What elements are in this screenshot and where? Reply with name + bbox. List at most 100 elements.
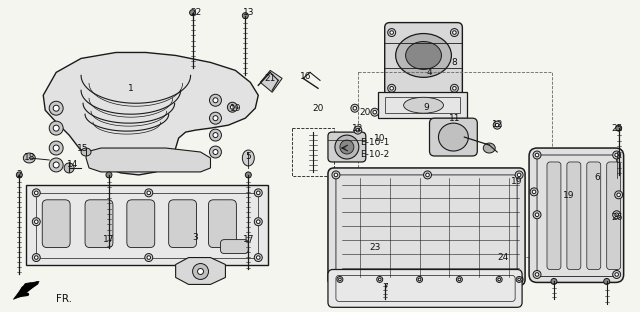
Ellipse shape bbox=[614, 191, 623, 199]
FancyBboxPatch shape bbox=[328, 132, 366, 162]
Ellipse shape bbox=[604, 278, 610, 285]
Ellipse shape bbox=[615, 213, 618, 217]
Polygon shape bbox=[44, 52, 259, 175]
Ellipse shape bbox=[551, 278, 557, 285]
FancyBboxPatch shape bbox=[529, 148, 623, 282]
Ellipse shape bbox=[243, 13, 248, 19]
Ellipse shape bbox=[209, 129, 221, 141]
Ellipse shape bbox=[35, 220, 38, 223]
Ellipse shape bbox=[334, 173, 338, 177]
Text: 20: 20 bbox=[359, 108, 371, 117]
Text: E-10-2: E-10-2 bbox=[360, 149, 389, 158]
Ellipse shape bbox=[418, 278, 421, 281]
Polygon shape bbox=[26, 185, 268, 265]
Ellipse shape bbox=[254, 254, 262, 261]
Ellipse shape bbox=[335, 135, 359, 159]
Text: 7: 7 bbox=[382, 283, 388, 292]
Text: 21: 21 bbox=[264, 74, 276, 83]
Ellipse shape bbox=[517, 278, 521, 281]
Ellipse shape bbox=[424, 171, 431, 179]
Ellipse shape bbox=[334, 278, 338, 281]
Ellipse shape bbox=[452, 86, 456, 90]
Text: 22: 22 bbox=[190, 8, 201, 17]
Ellipse shape bbox=[616, 125, 621, 131]
Text: 25: 25 bbox=[611, 124, 622, 133]
Text: 12: 12 bbox=[492, 119, 503, 129]
Ellipse shape bbox=[496, 276, 502, 282]
Text: 8: 8 bbox=[452, 58, 457, 67]
FancyBboxPatch shape bbox=[587, 162, 601, 270]
Ellipse shape bbox=[426, 278, 429, 281]
Ellipse shape bbox=[49, 141, 63, 155]
Text: 13: 13 bbox=[243, 8, 254, 17]
Ellipse shape bbox=[388, 29, 396, 37]
FancyBboxPatch shape bbox=[567, 162, 581, 270]
Ellipse shape bbox=[612, 211, 621, 219]
FancyBboxPatch shape bbox=[328, 168, 525, 285]
Ellipse shape bbox=[254, 189, 262, 197]
FancyBboxPatch shape bbox=[385, 22, 462, 97]
Ellipse shape bbox=[35, 256, 38, 259]
Ellipse shape bbox=[35, 191, 38, 195]
Text: 19: 19 bbox=[230, 104, 241, 113]
Ellipse shape bbox=[332, 171, 340, 179]
Text: 6: 6 bbox=[594, 173, 600, 183]
Polygon shape bbox=[86, 148, 211, 172]
Ellipse shape bbox=[106, 172, 112, 178]
Text: 18: 18 bbox=[24, 154, 35, 163]
Ellipse shape bbox=[257, 256, 260, 259]
Ellipse shape bbox=[498, 278, 500, 281]
Ellipse shape bbox=[377, 276, 383, 282]
Polygon shape bbox=[175, 257, 225, 285]
Text: 9: 9 bbox=[424, 103, 429, 112]
Ellipse shape bbox=[257, 191, 260, 195]
Ellipse shape bbox=[245, 172, 252, 178]
Ellipse shape bbox=[535, 153, 539, 157]
Ellipse shape bbox=[145, 254, 153, 261]
Ellipse shape bbox=[533, 151, 541, 159]
Ellipse shape bbox=[404, 97, 444, 113]
Ellipse shape bbox=[147, 256, 150, 259]
Ellipse shape bbox=[337, 276, 343, 282]
Ellipse shape bbox=[230, 105, 234, 109]
Ellipse shape bbox=[438, 123, 468, 151]
Ellipse shape bbox=[198, 269, 204, 275]
Ellipse shape bbox=[493, 121, 501, 129]
Ellipse shape bbox=[354, 126, 362, 134]
Ellipse shape bbox=[390, 86, 394, 90]
Ellipse shape bbox=[373, 110, 376, 114]
Ellipse shape bbox=[351, 104, 359, 112]
Ellipse shape bbox=[339, 278, 341, 281]
Ellipse shape bbox=[213, 133, 218, 138]
FancyBboxPatch shape bbox=[42, 200, 70, 248]
Ellipse shape bbox=[53, 125, 59, 131]
Ellipse shape bbox=[535, 273, 539, 276]
Polygon shape bbox=[378, 92, 467, 118]
Ellipse shape bbox=[458, 278, 461, 281]
Ellipse shape bbox=[615, 273, 618, 276]
FancyBboxPatch shape bbox=[127, 200, 155, 248]
Text: 26: 26 bbox=[611, 213, 622, 222]
Ellipse shape bbox=[17, 172, 22, 178]
Ellipse shape bbox=[257, 220, 260, 223]
Ellipse shape bbox=[32, 189, 40, 197]
Text: 5: 5 bbox=[246, 153, 251, 162]
Text: 4: 4 bbox=[427, 68, 433, 77]
Ellipse shape bbox=[193, 264, 209, 280]
Ellipse shape bbox=[340, 140, 354, 154]
Ellipse shape bbox=[424, 275, 431, 283]
FancyBboxPatch shape bbox=[169, 200, 196, 248]
Ellipse shape bbox=[516, 276, 522, 282]
Ellipse shape bbox=[209, 146, 221, 158]
Polygon shape bbox=[260, 71, 282, 92]
Text: 20: 20 bbox=[312, 104, 324, 113]
FancyBboxPatch shape bbox=[209, 200, 236, 248]
Text: 3: 3 bbox=[193, 233, 198, 242]
Ellipse shape bbox=[32, 254, 40, 261]
Ellipse shape bbox=[209, 112, 221, 124]
Text: 17: 17 bbox=[103, 235, 115, 244]
Text: 2: 2 bbox=[17, 170, 22, 179]
Text: 15: 15 bbox=[77, 144, 89, 153]
Ellipse shape bbox=[189, 10, 196, 16]
Text: 12: 12 bbox=[352, 124, 364, 133]
